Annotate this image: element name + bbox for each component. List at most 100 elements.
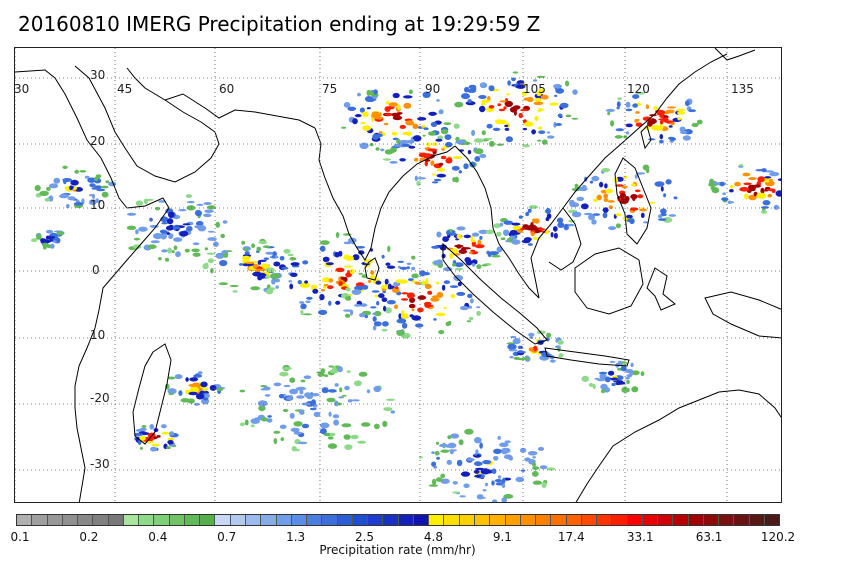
precip-cell (450, 293, 456, 299)
precip-cell (431, 478, 437, 486)
map-title: 20160810 IMERG Precipitation ending at 1… (18, 12, 541, 36)
precip-cell (730, 185, 734, 189)
precip-cell (332, 414, 340, 419)
colorbar-swatch (474, 515, 491, 525)
precip-cell (615, 223, 622, 229)
precip-cell (589, 180, 594, 184)
precip-cell (580, 203, 589, 210)
precipitation-map[interactable] (14, 47, 782, 503)
precip-cell (350, 434, 359, 440)
precip-cell (676, 108, 686, 112)
precip-cell (171, 250, 175, 254)
precip-cell (281, 266, 289, 270)
precip-cell (428, 131, 436, 136)
precip-cell (524, 121, 534, 127)
precip-cell (527, 208, 532, 213)
precip-cell (642, 164, 650, 171)
precip-cell (669, 122, 675, 126)
precip-cell (387, 283, 392, 290)
precip-cell (364, 96, 374, 102)
precip-cell (566, 223, 575, 227)
precip-cell (401, 292, 409, 295)
precip-cell (531, 129, 536, 135)
precip-cell (453, 249, 457, 254)
precip-cell (436, 291, 444, 298)
precip-cell (263, 386, 271, 391)
precip-cell (283, 248, 291, 254)
precip-cell (321, 387, 329, 394)
precip-cell (474, 156, 481, 162)
precip-cell (309, 407, 317, 411)
precip-cell (362, 284, 369, 290)
precip-cell (378, 131, 383, 134)
precip-cell (604, 376, 611, 383)
precip-cell (197, 371, 203, 375)
precip-cell (342, 394, 347, 397)
precip-cell (265, 251, 275, 255)
precip-cell (406, 292, 415, 299)
precip-cell (632, 103, 638, 108)
precip-cell (195, 221, 204, 226)
precip-cell (557, 222, 565, 229)
madagascar-coastline (132, 343, 172, 445)
precip-cell (446, 230, 451, 236)
precip-cell (300, 303, 307, 310)
precip-cell (420, 125, 427, 128)
colorbar-swatch (261, 515, 277, 525)
precip-cell (658, 214, 663, 219)
precip-cell (711, 187, 720, 194)
precip-cell (326, 397, 336, 403)
precip-cell (273, 430, 281, 434)
precip-cell (381, 284, 390, 289)
precip-cell (433, 318, 437, 321)
precip-cell (479, 105, 486, 113)
precip-cell (547, 135, 555, 139)
precip-cell (374, 294, 378, 298)
precip-cell (351, 289, 362, 295)
precip-cell (519, 447, 527, 453)
precip-cell (287, 253, 294, 257)
colorbar-tick-label: 120.2 (760, 530, 796, 544)
precip-cell (504, 100, 513, 107)
precip-cell (777, 178, 781, 182)
colorbar-swatch (642, 515, 659, 525)
colorbar-swatch (215, 515, 231, 525)
precip-cell (697, 119, 703, 125)
precip-cell (501, 497, 507, 502)
precip-cell (245, 262, 255, 264)
colorbar-swatch (734, 515, 750, 525)
precip-cell (503, 220, 514, 225)
precip-cell (338, 396, 344, 399)
precip-cell (232, 290, 238, 293)
precip-cell (540, 94, 549, 100)
precip-cell (346, 370, 351, 373)
precip-cell (479, 235, 483, 240)
precip-cell (526, 226, 535, 231)
precip-cell (510, 335, 517, 339)
precip-cell (349, 268, 355, 275)
precip-cell (682, 135, 691, 141)
precip-cell (537, 139, 542, 142)
precip-cell (525, 211, 530, 217)
precip-cell (344, 313, 351, 318)
precip-cell (293, 421, 303, 427)
precip-cell (424, 283, 432, 290)
precip-cell (401, 143, 411, 147)
precip-cell (341, 423, 352, 428)
precip-cell (474, 462, 483, 466)
precip-cell (265, 267, 275, 273)
precip-cell (79, 170, 87, 173)
precip-cell (436, 441, 439, 445)
precip-cell (474, 437, 482, 444)
precip-cell (660, 186, 664, 192)
precip-cell (507, 80, 511, 86)
precip-cell (46, 186, 51, 191)
precip-cell (382, 420, 388, 427)
precip-cell (169, 431, 175, 436)
precip-cell (556, 217, 564, 224)
precip-cell (397, 260, 405, 263)
precip-cell (454, 101, 464, 108)
precip-cell (349, 309, 354, 316)
colorbar-swatch (703, 515, 720, 525)
precip-cell (398, 112, 403, 115)
